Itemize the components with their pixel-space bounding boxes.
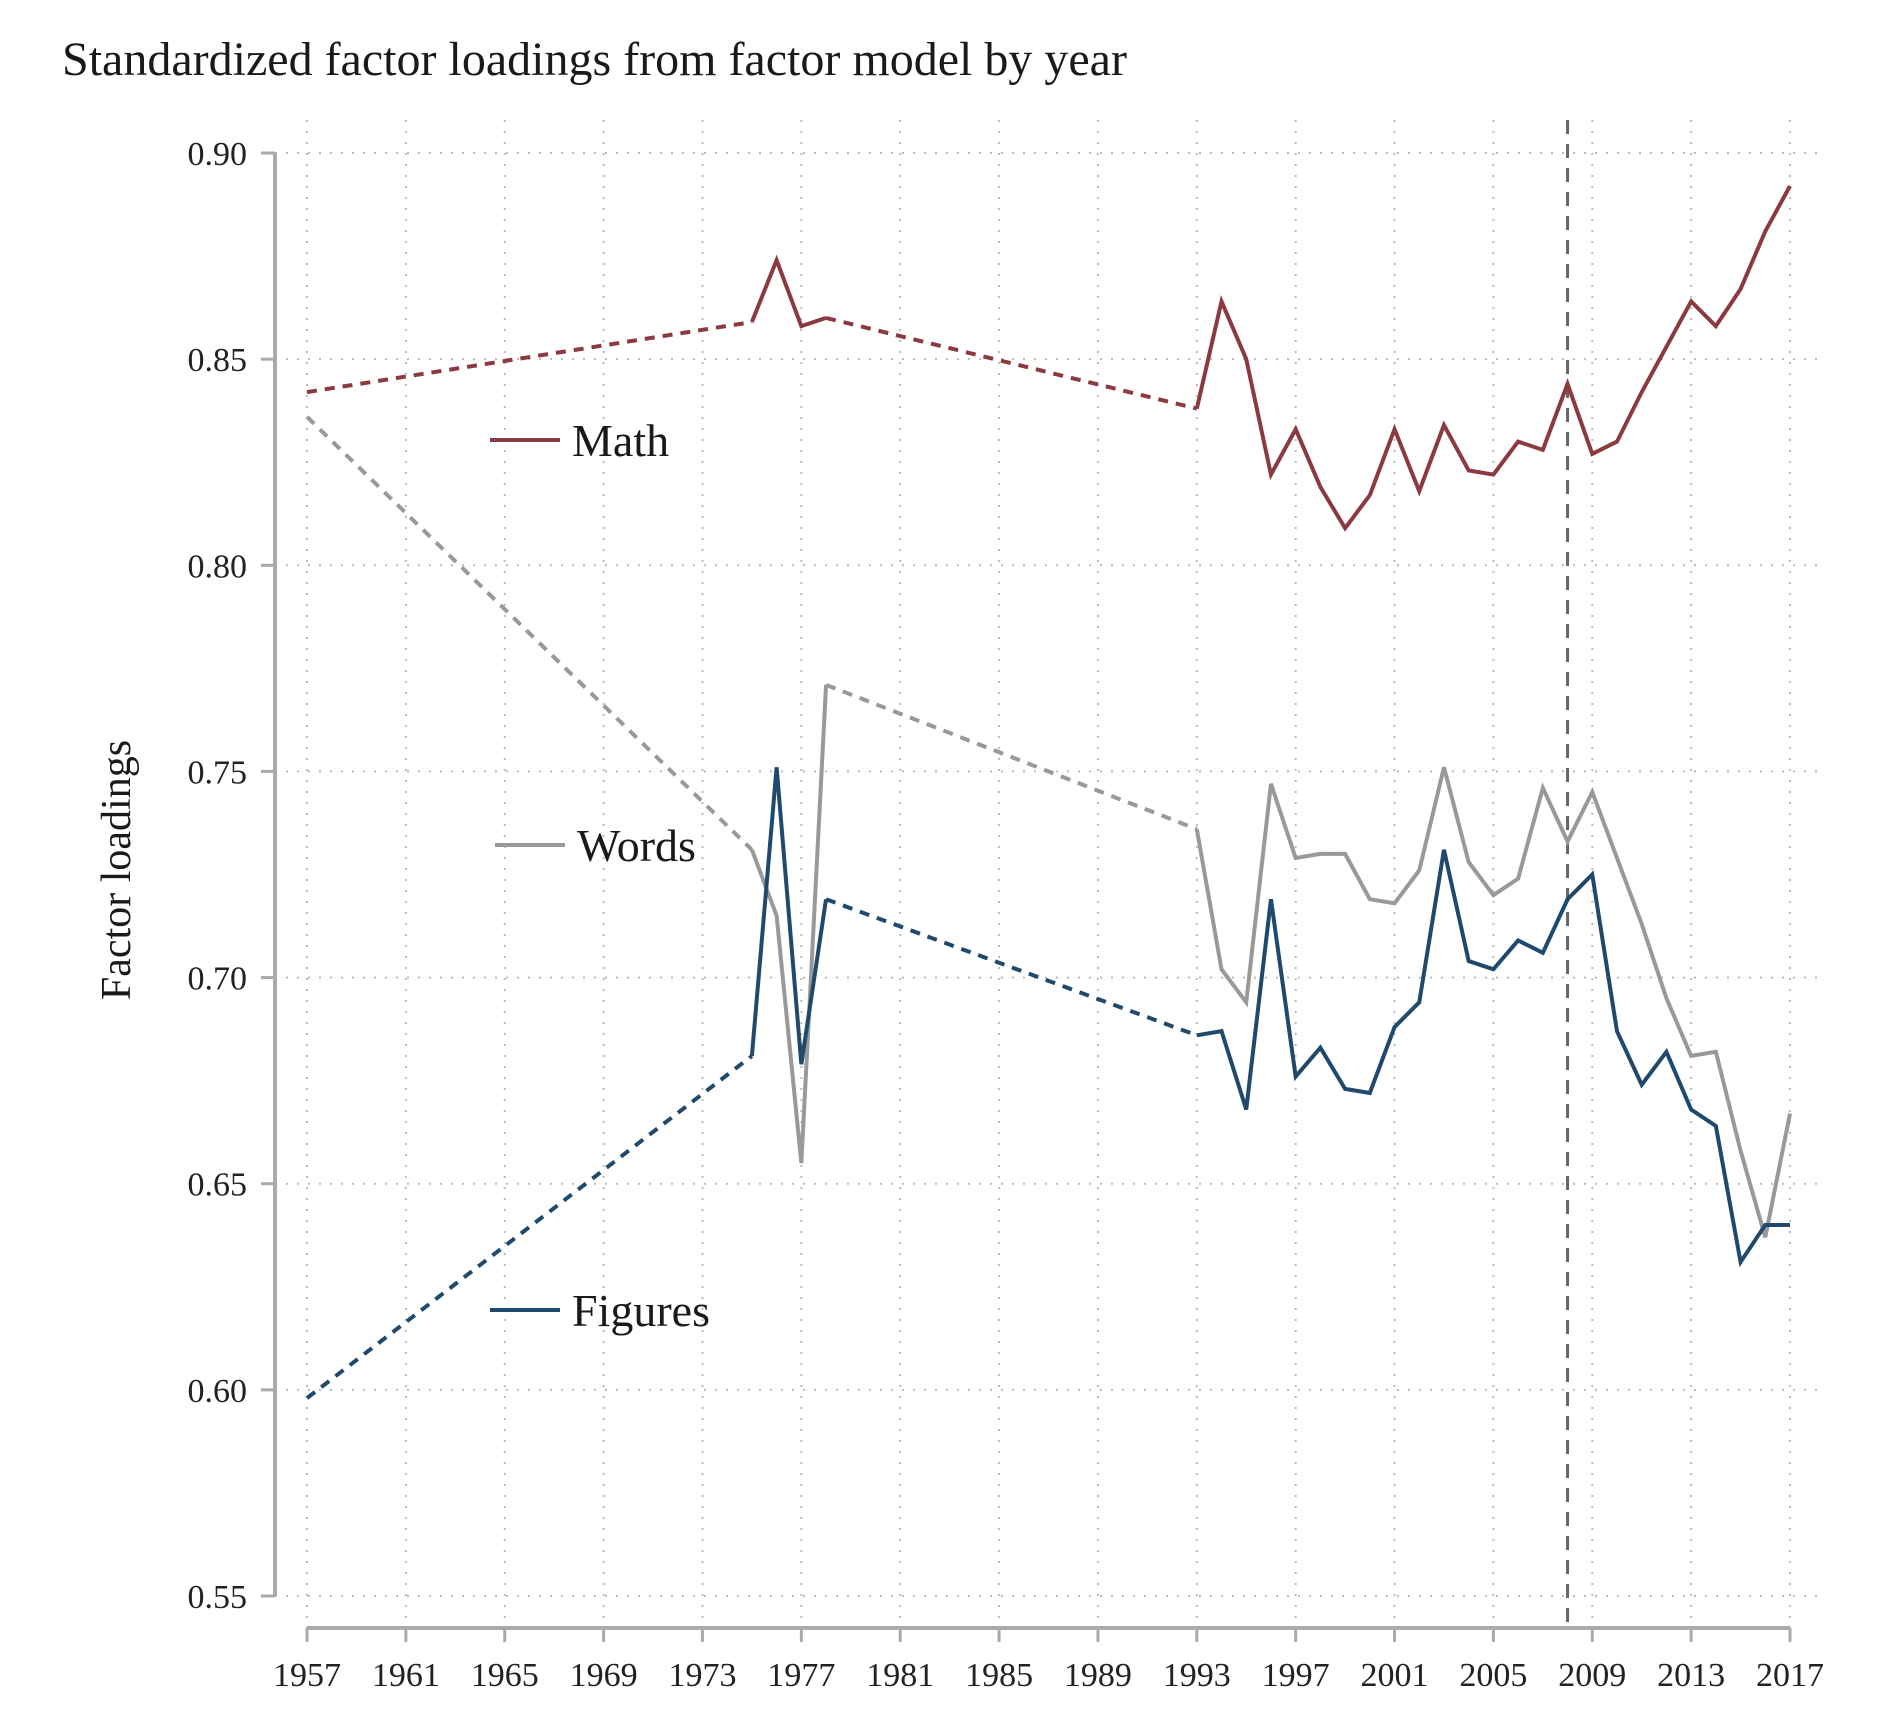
series-gap-figures [825, 897, 1198, 1038]
x-tick-label: 1997 [1262, 1657, 1330, 1694]
series-line-figures [749, 767, 829, 1065]
y-tick-label: 0.90 [188, 136, 248, 173]
x-tick-label: 2005 [1459, 1657, 1527, 1694]
axes: 0.55 0.60 0.65 0.70 0.75 0.80 0.85 0.90 1957 1961… [188, 136, 1825, 1694]
legend: Math Words Figures [490, 415, 710, 1336]
x-tick-label: 1957 [273, 1657, 341, 1694]
x-tick-label: 1977 [767, 1657, 835, 1694]
legend-label-words: Words [577, 820, 696, 871]
series-line-words [1194, 766, 1792, 1238]
x-tick-label: 1961 [372, 1657, 440, 1694]
y-tick-label: 0.85 [188, 342, 248, 379]
x-tick-label: 2017 [1756, 1657, 1824, 1694]
series-gap-words [305, 415, 754, 852]
series-gap-math [825, 315, 1198, 411]
series-line-words [750, 684, 829, 1164]
series-line-math [750, 254, 827, 329]
y-tick-label: 0.65 [188, 1167, 248, 1204]
series-gap-figures [305, 1054, 754, 1400]
x-tick-label: 2001 [1361, 1657, 1429, 1694]
y-tick-label: 0.75 [188, 754, 248, 791]
legend-label-math: Math [572, 415, 669, 466]
x-tick-label: 1965 [471, 1657, 539, 1694]
x-tick-label: 1981 [866, 1657, 934, 1694]
x-tick-label: 2013 [1657, 1657, 1725, 1694]
y-tick-label: 0.80 [188, 548, 248, 585]
y-tick-label: 0.55 [188, 1579, 248, 1616]
x-tick-label: 1973 [668, 1657, 736, 1694]
x-tick-label: 1985 [965, 1657, 1033, 1694]
y-tick-label: 0.70 [188, 961, 248, 998]
y-tick-label: 0.60 [188, 1373, 248, 1410]
x-tick-label: 1989 [1064, 1657, 1132, 1694]
series-gap-words [825, 682, 1198, 832]
x-tick-label: 1969 [570, 1657, 638, 1694]
series-line-figures [1196, 849, 1790, 1268]
x-tick-label: 2009 [1558, 1657, 1626, 1694]
legend-label-figures: Figures [572, 1285, 710, 1336]
series-gap-math [306, 320, 753, 395]
y-axis-label: Factor loadings [94, 740, 140, 1000]
x-tick-label: 1993 [1163, 1657, 1231, 1694]
series-lines [305, 185, 1792, 1400]
grid-lines [275, 120, 1820, 1628]
chart-title: Standardized factor loadings from factor… [62, 33, 1127, 86]
series-line-math [1194, 185, 1792, 532]
